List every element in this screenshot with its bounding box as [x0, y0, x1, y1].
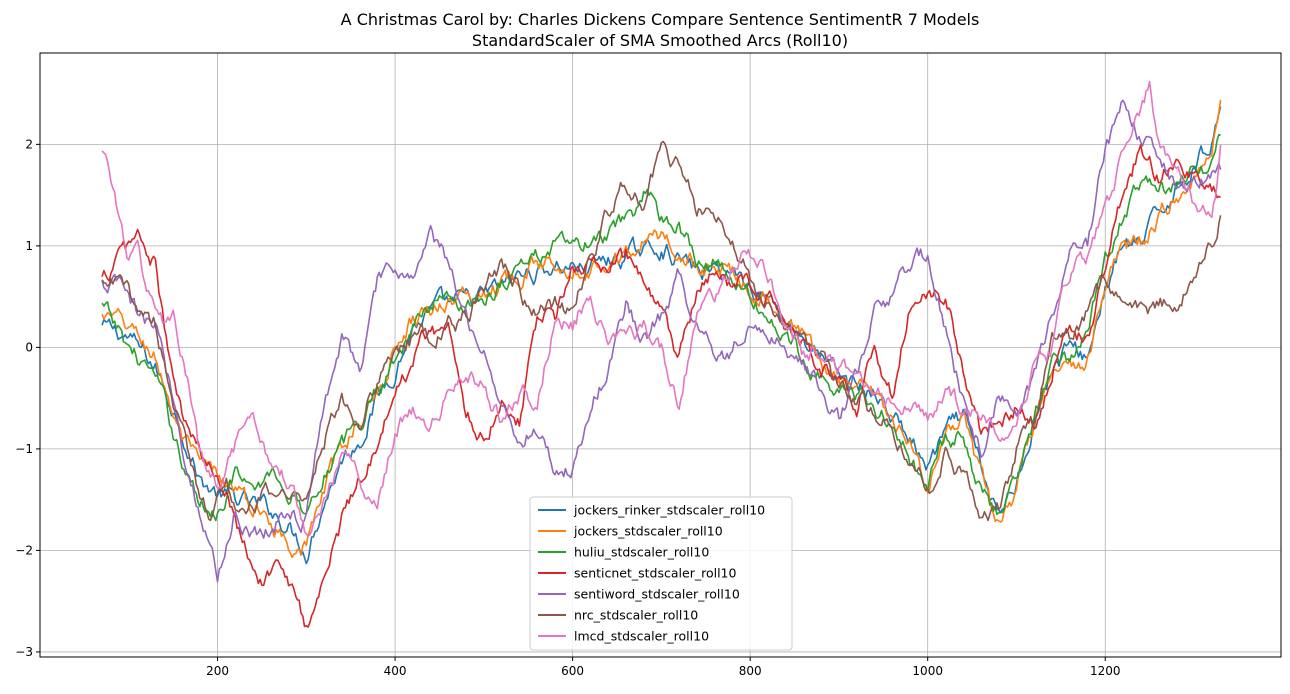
plot-frame	[39, 52, 1282, 658]
x-tick-label: 400	[384, 664, 407, 678]
legend-entry: senticnet_stdscaler_roll10	[574, 566, 736, 581]
chart-title: A Christmas Carol by: Charles Dickens Co…	[341, 10, 980, 29]
chart-subtitle: StandardScaler of SMA Smoothed Arcs (Rol…	[472, 31, 848, 50]
legend-entry: jockers_stdscaler_roll10	[573, 524, 723, 539]
axis-ticks: 200 400 600 800 1000 1200 −3 −2 −1 0 1 2	[15, 137, 1120, 678]
series-line-lmcd_stdscaler_roll10	[101, 80, 1222, 538]
series-line-sentiword_stdscaler_roll10	[101, 99, 1222, 583]
x-tick-label: 800	[739, 664, 762, 678]
y-tick-label: 2	[25, 137, 33, 151]
legend-box	[529, 496, 793, 651]
legend-entry: jockers_rinker_stdscaler_roll10	[573, 503, 765, 518]
series-line-huliu_stdscaler_roll10	[101, 133, 1221, 522]
series-line-senticnet_stdscaler_roll10	[101, 144, 1221, 628]
legend-entry: sentiword_stdscaler_roll10	[574, 587, 740, 602]
series-line-jockers_stdscaler_roll10	[101, 99, 1222, 559]
legend: jockers_rinker_stdscaler_roll10 jockers_s…	[529, 496, 793, 651]
legend-entry: lmcd_stdscaler_roll10	[574, 629, 709, 644]
x-tick-label: 1000	[912, 664, 943, 678]
x-tick-label: 200	[206, 664, 229, 678]
series-lines	[101, 80, 1222, 628]
y-tick-label: 0	[25, 340, 33, 354]
y-tick-label: 1	[25, 239, 33, 253]
series-line-nrc_stdscaler_roll10	[101, 140, 1222, 522]
y-tick-label: −2	[15, 543, 33, 557]
x-tick-label: 600	[561, 664, 584, 678]
y-tick-label: −1	[15, 442, 33, 456]
legend-entry: huliu_stdscaler_roll10	[574, 545, 709, 560]
legend-entry: nrc_stdscaler_roll10	[574, 608, 698, 623]
x-tick-label: 1200	[1090, 664, 1121, 678]
y-tick-label: −3	[15, 645, 33, 659]
